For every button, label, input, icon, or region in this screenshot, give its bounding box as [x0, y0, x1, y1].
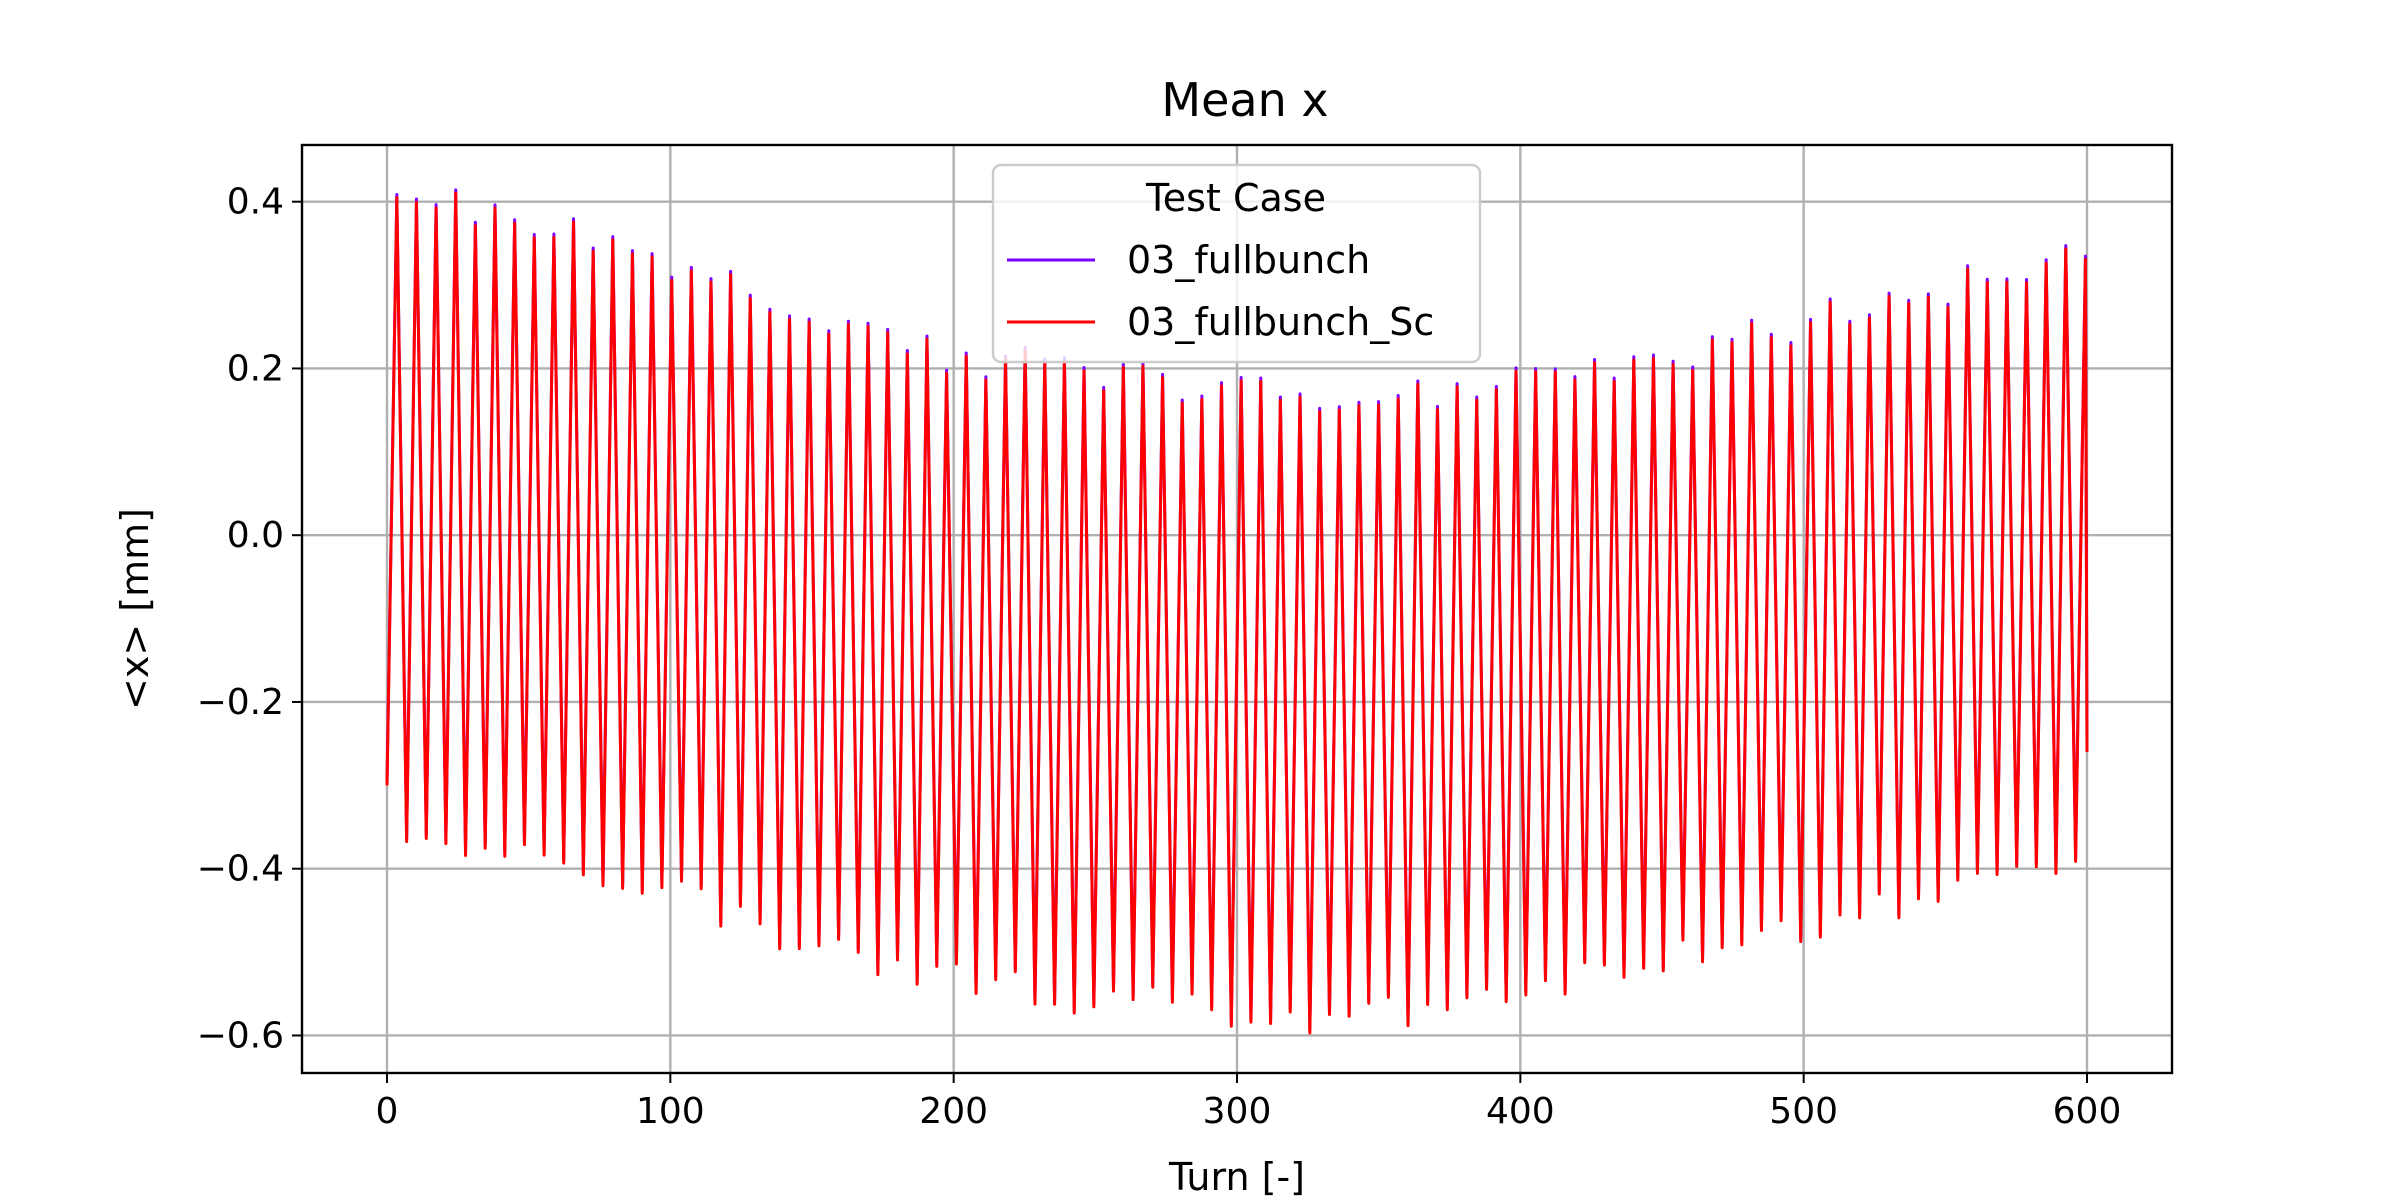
plot-area	[385, 188, 2089, 1035]
x-axis-title: Turn [-]	[1168, 1155, 1305, 1199]
x-tick-label: 500	[1769, 1091, 1838, 1132]
x-tick-label: 400	[1486, 1091, 1555, 1132]
series-line-03-fullbunch-sc	[385, 191, 2089, 1035]
x-tick-label: 100	[636, 1091, 705, 1132]
legend-label-03-fullbunch: 03_fullbunch	[1127, 238, 1370, 282]
legend: Test Case 03_fullbunch 03_fullbunch_Sc	[991, 163, 1482, 364]
series-line-03-fullbunch	[385, 188, 2089, 1032]
legend-box	[991, 163, 1482, 364]
y-tick-label: 0.0	[227, 515, 284, 556]
x-tick-label: 600	[2053, 1091, 2122, 1132]
y-tick-label: −0.2	[197, 682, 284, 723]
y-axis-title: <x> [mm]	[113, 508, 157, 710]
legend-label-03-fullbunch-sc: 03_fullbunch_Sc	[1127, 300, 1434, 344]
y-tick-label: −0.4	[197, 849, 284, 890]
axis-ticks: 0 100 200 300 400 500 600 −0.6 −0.4 −0.2 0.0 0.2 0.4	[197, 182, 2122, 1132]
x-tick-label: 200	[919, 1091, 988, 1132]
x-tick-label: 300	[1203, 1091, 1272, 1132]
chart-title: Mean x	[1161, 73, 1328, 127]
series-lines	[385, 188, 2089, 1035]
y-tick-label: 0.4	[227, 182, 284, 223]
y-tick-label: 0.2	[227, 348, 284, 389]
legend-title: Test Case	[1145, 176, 1326, 220]
x-tick-label: 0	[376, 1091, 399, 1132]
y-tick-label: −0.6	[197, 1015, 284, 1056]
